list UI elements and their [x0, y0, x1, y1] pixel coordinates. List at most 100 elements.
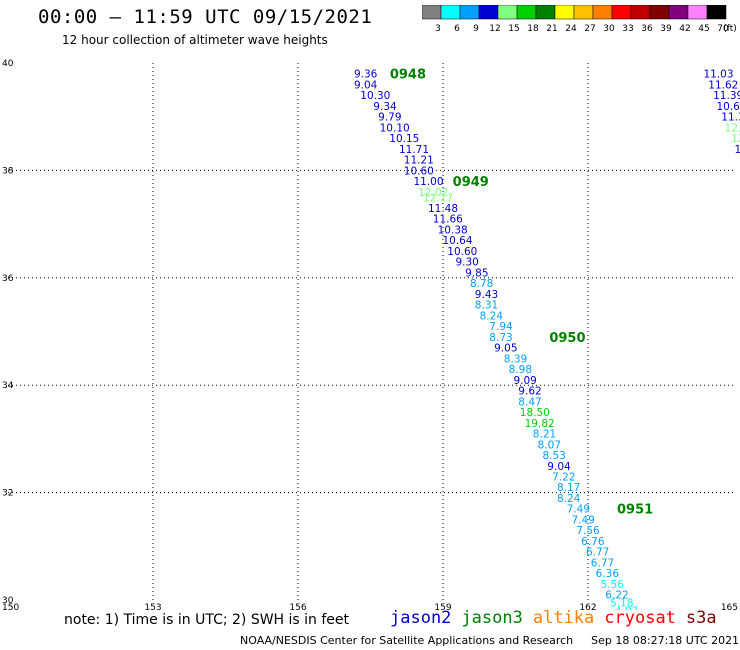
wave-height-value: 11.71: [399, 144, 429, 156]
x-tick-label: 156: [289, 603, 306, 610]
colorbar-label: 27: [584, 24, 595, 34]
wave-height-value: 5.56: [600, 579, 624, 591]
chart-subtitle: 12 hour collection of altimeter wave hei…: [62, 33, 328, 47]
wave-height-value: 8.39: [504, 353, 527, 365]
wave-height-value: 11.21: [404, 155, 434, 167]
wave-height-value: 8.24: [557, 493, 581, 505]
satellite-s3a: s3a: [685, 608, 717, 628]
wave-height-value: 8.98: [509, 364, 532, 376]
wave-height-value: 10.6: [716, 101, 740, 113]
colorbar-label: 3: [435, 24, 441, 34]
colorbar-label: 70: [717, 24, 729, 34]
y-tick-label: 36: [2, 274, 14, 284]
x-tick-label: 150: [2, 603, 19, 610]
colorbar-label: 30: [603, 24, 615, 34]
y-tick-label: 34: [2, 381, 14, 391]
wave-height-value: 9.30: [455, 257, 478, 269]
wave-height-value: 11.66: [433, 214, 463, 226]
wave-height-value: 18.50: [520, 407, 550, 419]
wave-height-value: 7.22: [552, 471, 575, 483]
pass-time-label: 0950: [549, 331, 585, 346]
wave-height-value: 9.85: [465, 267, 488, 279]
chart-title: 00:00 – 11:59 UTC 09/15/2021: [38, 6, 373, 28]
colorbar-label: 39: [660, 24, 672, 34]
wave-height-value: 6.77: [586, 547, 609, 559]
wave-height-value: 9.04: [354, 79, 378, 91]
colorbar-label: 21: [546, 24, 557, 34]
wave-height-value: 10.38: [438, 224, 468, 236]
wave-height-value: 8.78: [470, 278, 493, 290]
colorbar-swatch: [706, 5, 727, 20]
y-tick-label: 32: [2, 489, 13, 499]
colorbar-label: 15: [508, 24, 519, 34]
pass-time-label: 0948: [390, 68, 426, 83]
wave-height-value: 10.64: [442, 235, 472, 247]
y-tick-label: 40: [2, 59, 14, 69]
wave-height-value: 12.: [725, 122, 740, 134]
wave-height-value: 7.94: [489, 321, 513, 333]
wave-height-value: 8.24: [480, 310, 504, 322]
colorbar-label: 36: [641, 24, 653, 34]
color-legend: 3 6 9 12 15 18 21 24 27 30 33 36 39 42 45 70(ft): [422, 5, 737, 34]
wave-height-value: 8.07: [538, 439, 561, 451]
wave-height-value: 12.02: [418, 187, 448, 199]
satellite-cryosat: cryosat: [604, 608, 676, 628]
footer-timestamp: Sep 18 08:27:18 UTC 2021: [591, 634, 740, 647]
wave-height-map: 150 153 156 159 162 1653032343638409.369.0410…: [2, 59, 740, 610]
wave-height-value: 6.77: [591, 557, 614, 569]
colorbar-label: 33: [622, 24, 633, 34]
wave-height-value: 9.09: [513, 375, 536, 387]
wave-height-value: 9.36: [354, 69, 378, 81]
wave-height-value: 8.73: [489, 332, 512, 344]
wave-height-value: 10.10: [380, 122, 410, 134]
units-note: note: 1) Time is in UTC; 2) SWH is in fe…: [64, 612, 350, 628]
y-tick-label: 38: [2, 166, 14, 176]
wave-height-value: 9.79: [378, 112, 401, 124]
wave-height-value: 9.05: [494, 343, 517, 355]
wave-height-value: 8.53: [542, 450, 565, 462]
wave-height-value: 10.30: [360, 90, 390, 102]
wave-height-value: 4.97: [615, 606, 638, 610]
wave-height-value: 10.60: [404, 165, 434, 177]
wave-height-value: 8.31: [475, 300, 498, 312]
wave-height-value: 7.49: [571, 514, 594, 526]
wave-height-value: 5.18: [610, 598, 633, 610]
footer-credit: NOAA/NESDIS Center for Satellite Applica…: [240, 634, 574, 647]
wave-height-value: 1: [734, 144, 740, 156]
wave-height-value: 6.36: [596, 568, 620, 580]
y-tick-label: 30: [2, 596, 14, 606]
satellite-jason2: jason2: [390, 608, 452, 628]
wave-height-value: 10.15: [389, 133, 419, 145]
colorbar-label: 9: [473, 24, 479, 34]
wave-height-value: 9.62: [518, 386, 541, 398]
colorbar-label: 42: [679, 24, 690, 34]
satellite-altika: altika: [532, 608, 595, 628]
wave-height-value: 9.43: [475, 289, 498, 301]
wave-height-value: 19.82: [525, 418, 555, 430]
pass-time-label: 0951: [617, 503, 653, 518]
wave-height-value: 9.04: [547, 461, 571, 473]
wave-height-value: 8.17: [557, 482, 580, 494]
wave-height-value: 11.62: [708, 79, 738, 91]
x-tick-label: 153: [144, 603, 161, 610]
wave-height-value: 10.60: [447, 246, 477, 258]
satellite-jason3: jason3: [461, 608, 523, 628]
footer: NOAA/NESDIS Center for Satellite Applica…: [240, 634, 739, 647]
x-tick-label: 165: [721, 603, 738, 610]
colorbar-label: 24: [565, 24, 577, 34]
wave-height-value: 6.76: [581, 536, 605, 548]
x-tick-label: 159: [434, 603, 451, 610]
x-tick-label: 162: [579, 603, 596, 610]
satellite-legend: jason2 jason3 altika cryosat s3a: [390, 608, 727, 628]
wave-height-value: 8.47: [518, 396, 541, 408]
wave-height-value: 12: [731, 133, 740, 145]
wave-height-value: 6.22: [605, 590, 628, 602]
wave-height-value: 7.49: [567, 504, 590, 516]
wave-height-value: 12.17: [423, 192, 453, 204]
wave-height-value: 11.3: [721, 112, 740, 124]
colorbar-label: 6: [454, 24, 460, 34]
pass-time-label: 0949: [453, 175, 489, 190]
wave-height-value: 7.56: [576, 525, 600, 537]
wave-height-value: 11.03: [703, 69, 733, 81]
colorbar-label: 18: [527, 24, 539, 34]
